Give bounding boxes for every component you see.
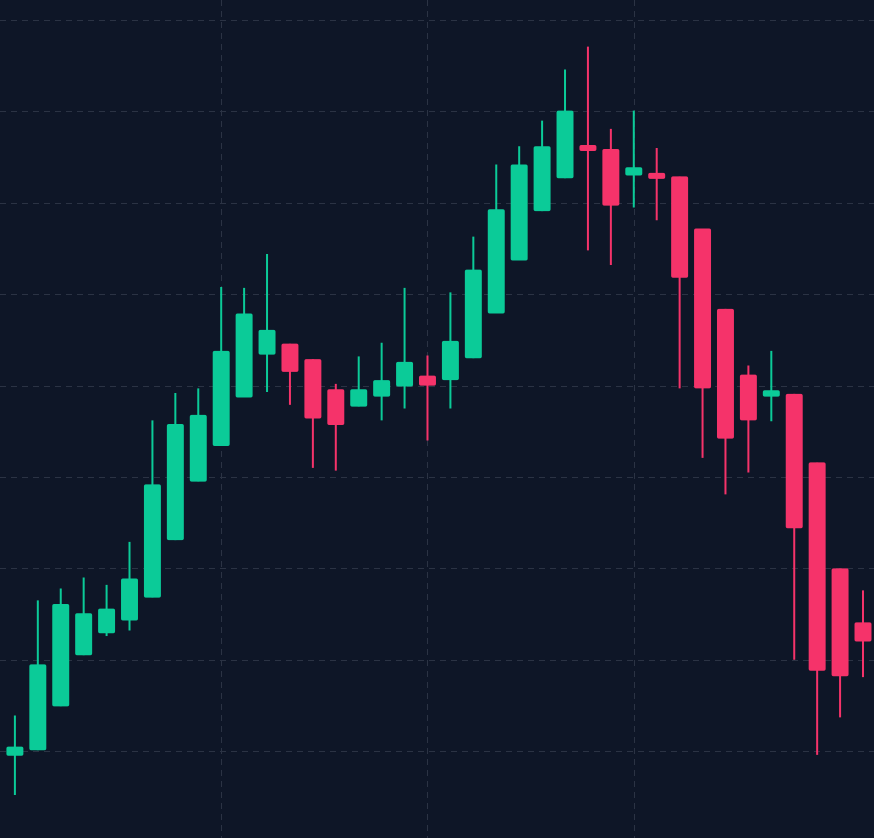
candle-body bbox=[648, 172, 666, 179]
candle-body bbox=[785, 393, 803, 529]
candle-body bbox=[419, 375, 436, 386]
candle-body bbox=[350, 389, 368, 407]
candle-body bbox=[671, 176, 689, 278]
candle-body bbox=[189, 414, 207, 482]
candle-body bbox=[533, 146, 551, 212]
candle-body bbox=[281, 343, 299, 372]
candle-body bbox=[98, 608, 116, 634]
candle-body bbox=[166, 424, 184, 541]
candle-body bbox=[739, 374, 757, 421]
candle-body bbox=[212, 350, 230, 446]
candle-body bbox=[75, 613, 93, 656]
candle-body bbox=[556, 110, 574, 179]
candle-body bbox=[831, 568, 849, 677]
candle-body bbox=[808, 462, 826, 671]
candle-body bbox=[235, 313, 253, 398]
candle-body bbox=[327, 389, 345, 425]
candle-body bbox=[52, 604, 70, 707]
candle-body bbox=[121, 578, 138, 621]
candle-body bbox=[396, 361, 414, 387]
candle-body bbox=[373, 380, 391, 397]
candle-body bbox=[716, 308, 734, 439]
candle-body bbox=[694, 228, 712, 389]
candle-body bbox=[602, 148, 620, 206]
candle-body bbox=[6, 746, 24, 756]
candle-body bbox=[441, 340, 459, 381]
candle-body bbox=[625, 167, 643, 176]
candle-body bbox=[258, 329, 276, 355]
candle-body bbox=[304, 359, 322, 419]
candle-body bbox=[143, 484, 161, 598]
candle-body bbox=[762, 390, 780, 397]
candle-body bbox=[487, 209, 505, 314]
candle-body bbox=[29, 664, 47, 751]
candle-body bbox=[464, 269, 482, 359]
candle-body bbox=[854, 622, 872, 642]
candle-body bbox=[579, 145, 597, 152]
candle-body bbox=[510, 164, 528, 261]
